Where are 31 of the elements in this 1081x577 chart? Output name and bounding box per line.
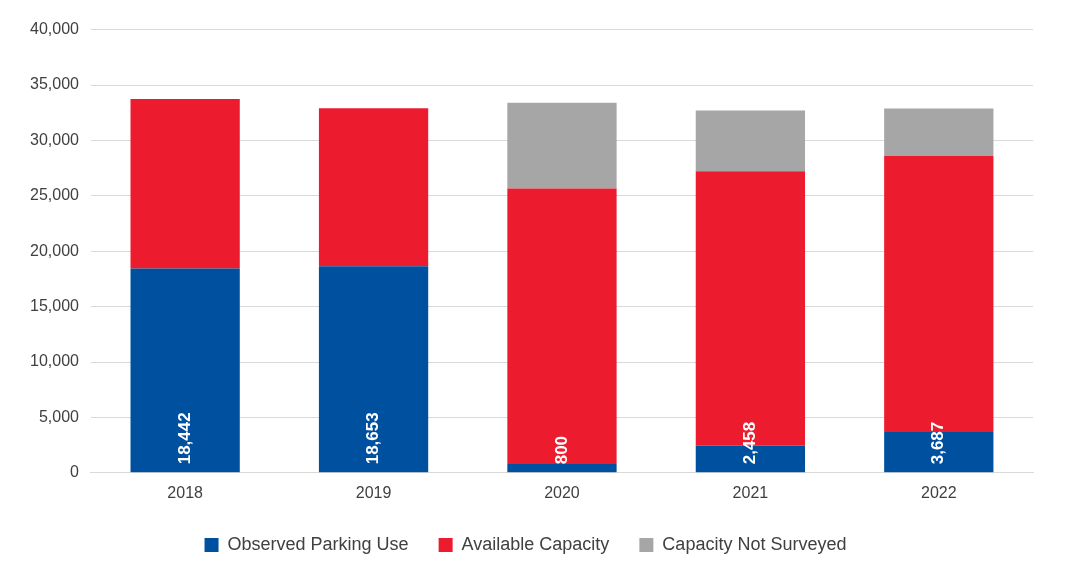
y-tick-label: 40,000 [30,20,80,38]
data-label: 18,653 [363,412,383,465]
bar [507,188,617,464]
x-tick-label: 2022 [921,483,957,501]
y-tick-label: 15,000 [30,297,80,315]
y-tick-label: 20,000 [30,241,80,259]
bar [318,266,429,473]
data-label: 18,442 [174,412,194,465]
data-label: 800 [551,435,571,465]
bar [130,98,240,269]
bar [884,108,994,157]
y-tick-label: 0 [70,463,80,481]
data-label: 3,687 [928,421,948,465]
bar [318,108,429,267]
bar [695,110,806,172]
y-tick-label: 30,000 [30,130,80,148]
y-tick-label: 10,000 [30,352,80,370]
legend-label: Capacity Not Surveyed [662,533,847,554]
legend-label: Available Capacity [461,533,610,554]
y-tick-label: 25,000 [30,186,80,204]
data-label: 2,458 [740,421,760,465]
bar [130,268,240,473]
bar [507,463,617,473]
x-tick-label: 2021 [732,483,769,501]
y-tick-label: 35,000 [30,75,80,93]
legend-label: Observed Parking Use [227,533,409,554]
bar [507,102,617,189]
x-tick-label: 2020 [544,483,580,501]
y-tick-label: 5,000 [38,407,80,425]
x-tick-label: 2019 [355,483,392,501]
x-tick-label: 2018 [167,483,204,501]
